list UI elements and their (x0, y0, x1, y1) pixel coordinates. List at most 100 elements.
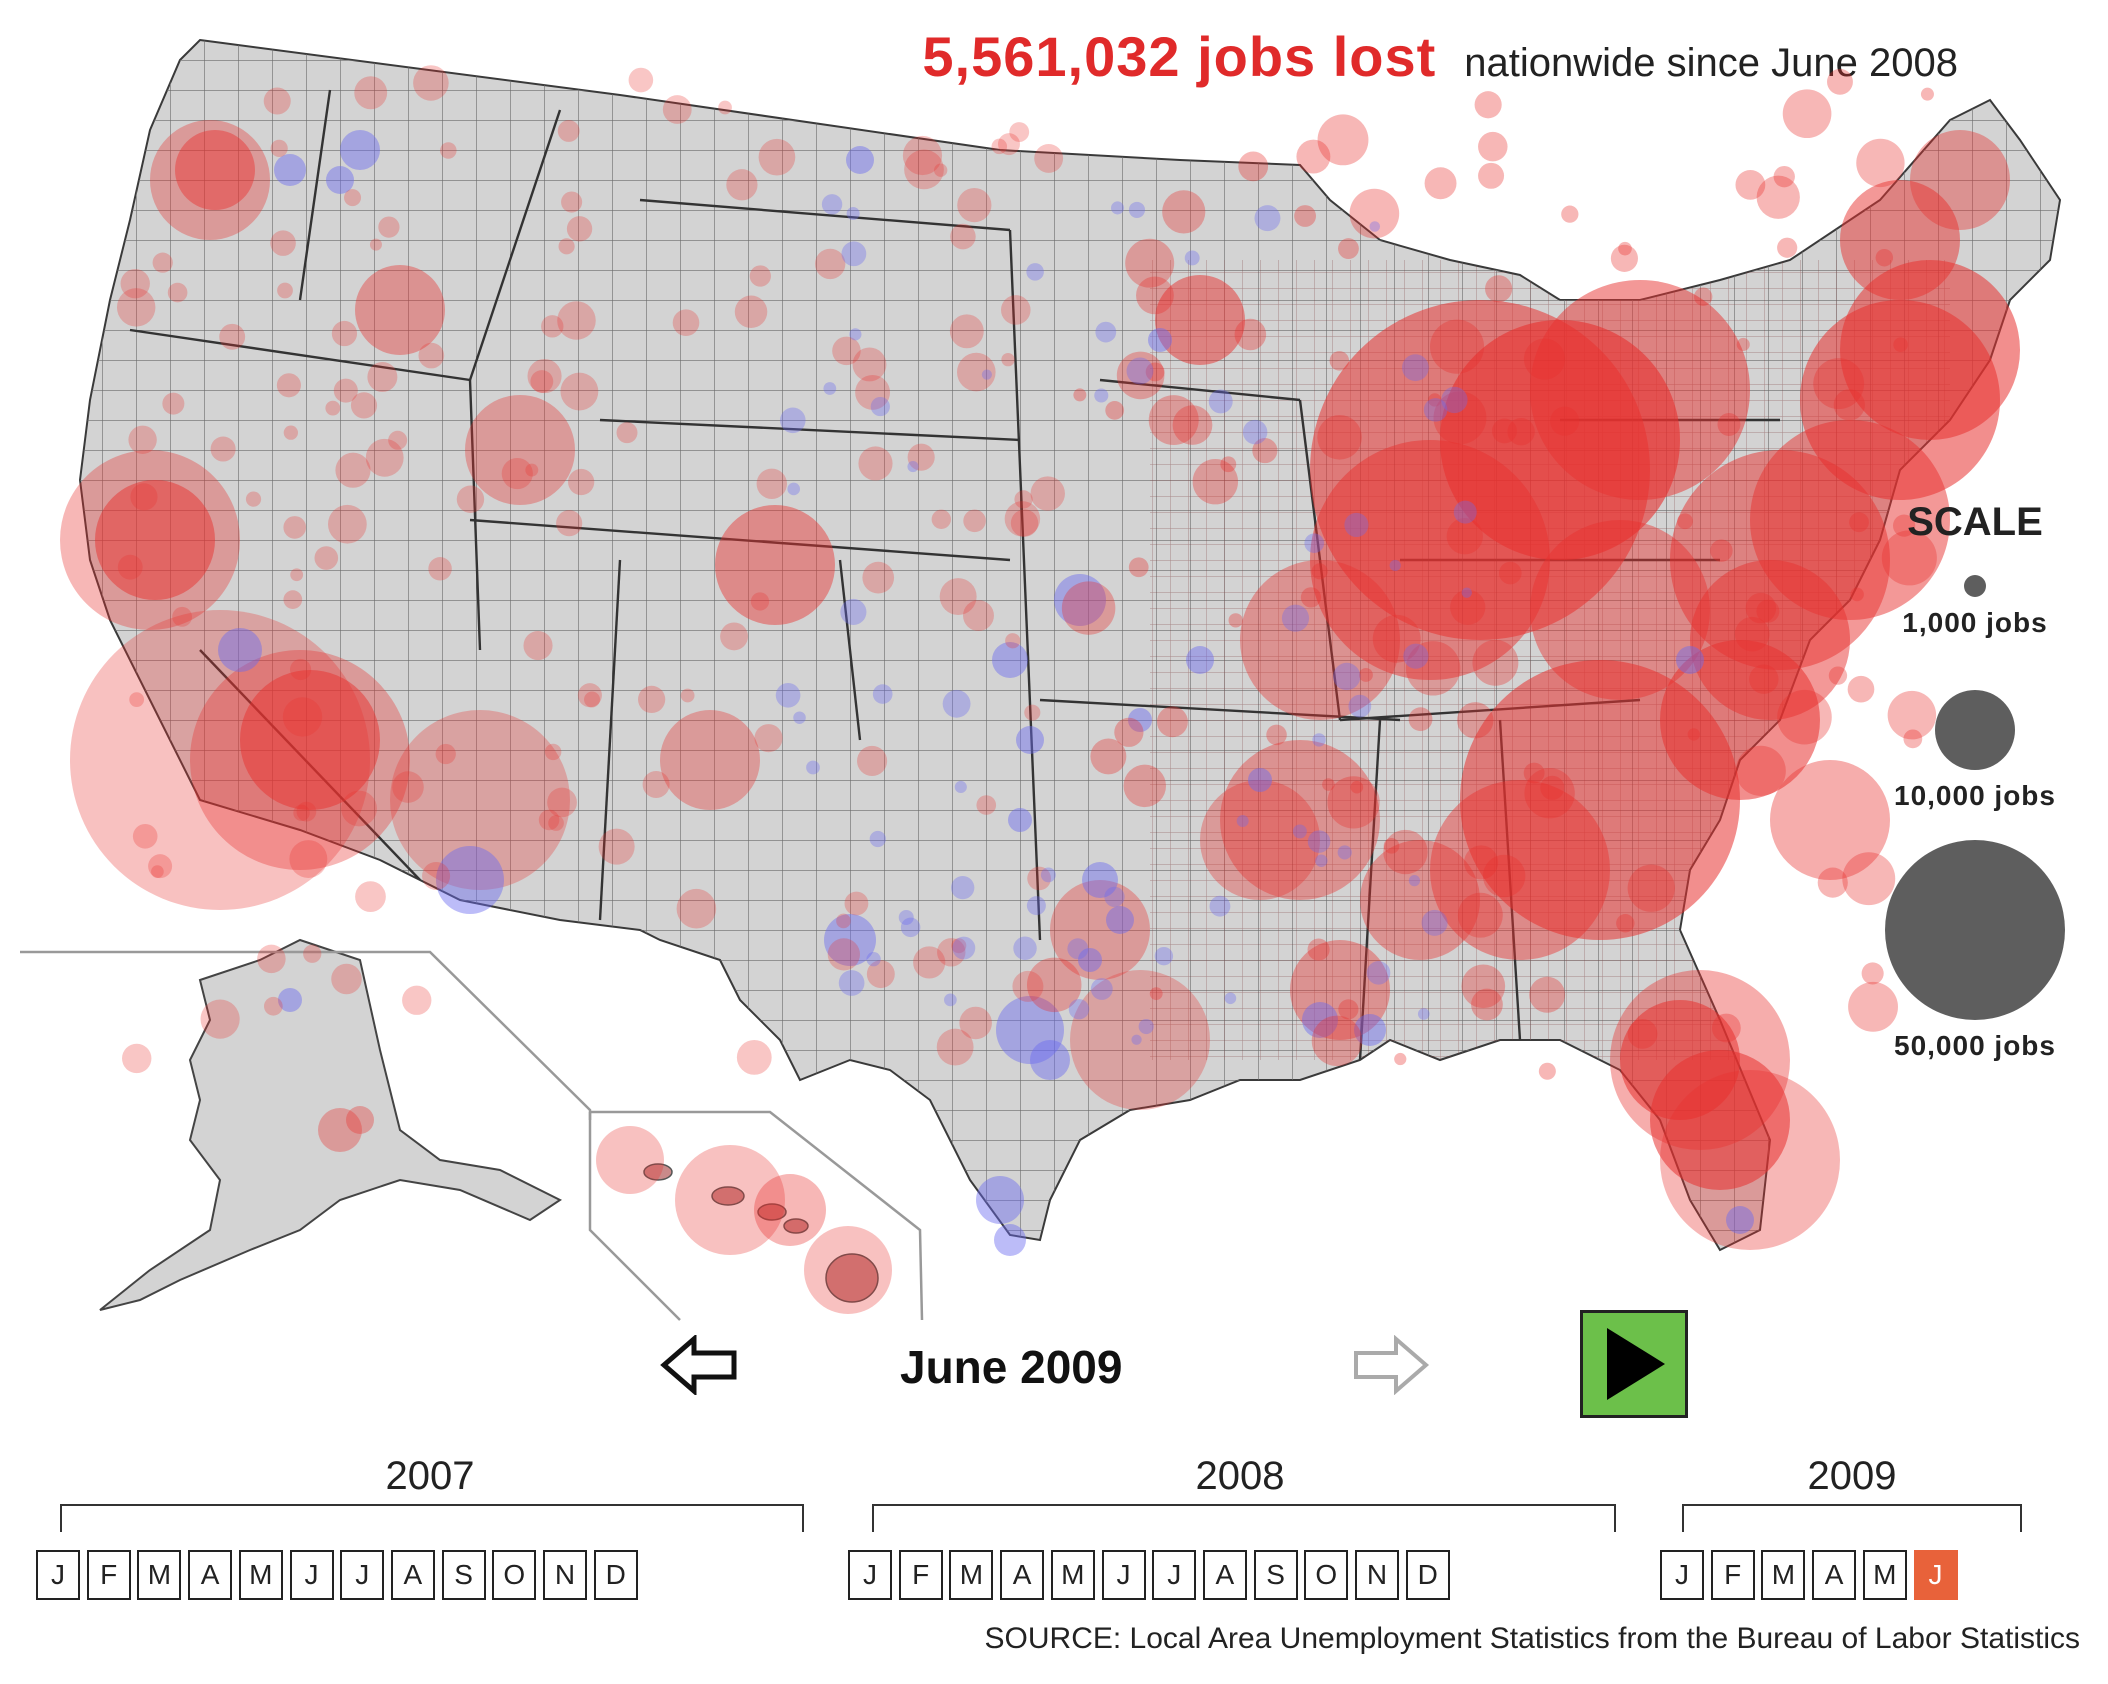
job-loss-bubble (331, 320, 358, 347)
job-gain-bubble (1030, 1040, 1070, 1080)
job-loss-bubble (1105, 401, 1125, 420)
job-loss-bubble (638, 685, 666, 714)
month-box-2007-9[interactable]: S (441, 1550, 486, 1600)
job-loss-bubble (1136, 276, 1174, 315)
job-loss-bubble (1920, 87, 1934, 101)
job-gain-bubble (821, 194, 843, 215)
month-box-2007-7[interactable]: J (340, 1550, 385, 1600)
job-loss-bubble (1474, 91, 1502, 119)
job-loss-bubble (1540, 775, 1565, 800)
job-loss-bubble (428, 557, 452, 581)
job-loss-bubble (750, 592, 770, 611)
job-loss-bubble (1005, 633, 1021, 649)
job-loss-bubble (303, 944, 322, 963)
job-gain-bubble (1354, 1014, 1386, 1046)
job-loss-bubble (210, 436, 236, 462)
job-gain-bubble (278, 988, 302, 1012)
job-loss-bubble (283, 590, 303, 609)
month-box-2008-7[interactable]: J (1152, 1550, 1197, 1600)
month-box-2008-9[interactable]: S (1253, 1550, 1298, 1600)
job-loss-bubble (1693, 287, 1713, 306)
month-box-2007-6[interactable]: J (289, 1550, 334, 1600)
job-gain-bubble (1067, 938, 1089, 960)
month-box-2008-4[interactable]: A (1000, 1550, 1045, 1600)
job-gain-bubble (1126, 357, 1154, 385)
month-box-2007-2[interactable]: F (86, 1550, 131, 1600)
job-loss-bubble (1322, 778, 1335, 791)
month-box-2008-3[interactable]: M (949, 1550, 994, 1600)
next-month-button[interactable] (1350, 1334, 1430, 1396)
job-gain-bubble (1423, 398, 1448, 422)
job-loss-bubble (907, 443, 935, 471)
job-loss-bubble (1627, 864, 1675, 912)
job-loss-bubble (754, 1174, 826, 1246)
month-box-2009-6[interactable]: J (1913, 1550, 1958, 1600)
month-box-2007-11[interactable]: N (543, 1550, 587, 1600)
job-loss-bubble (616, 422, 638, 444)
job-loss-bubble (527, 358, 562, 394)
month-box-2007-3[interactable]: M (137, 1550, 182, 1600)
job-loss-bubble (456, 485, 485, 513)
month-box-2007-4[interactable]: A (188, 1550, 233, 1600)
month-box-2009-1[interactable]: J (1660, 1550, 1704, 1600)
job-loss-bubble (939, 578, 977, 616)
job-loss-bubble (175, 130, 255, 210)
job-loss-bubble (245, 491, 262, 507)
month-box-2009-2[interactable]: F (1710, 1550, 1755, 1600)
month-box-2008-2[interactable]: F (898, 1550, 943, 1600)
job-loss-bubble (501, 457, 533, 490)
month-box-2007-10[interactable]: O (492, 1550, 537, 1600)
job-loss-bubble (1394, 1052, 1407, 1066)
job-loss-bubble (736, 1039, 772, 1075)
job-loss-bubble (200, 999, 240, 1039)
job-loss-bubble (1252, 438, 1278, 464)
job-loss-bubble (1149, 987, 1163, 1001)
job-loss-bubble (1238, 151, 1269, 182)
job-loss-bubble (296, 801, 317, 822)
job-loss-bubble (1172, 405, 1213, 445)
month-box-2008-5[interactable]: M (1050, 1550, 1095, 1600)
alaska-land (99, 938, 562, 1311)
job-loss-bubble (422, 861, 451, 890)
month-box-2008-12[interactable]: D (1405, 1550, 1450, 1600)
source-note: SOURCE: Local Area Unemployment Statisti… (984, 1622, 2080, 1655)
month-box-2007-1[interactable]: J (36, 1550, 80, 1600)
job-gain-bubble (846, 146, 874, 174)
job-gain-bubble (840, 598, 867, 626)
month-box-2009-3[interactable]: M (1761, 1550, 1806, 1600)
job-gain-bubble (1348, 694, 1372, 718)
job-loss-bubble (718, 100, 732, 115)
job-gain-bubble (942, 689, 971, 718)
month-box-2008-6[interactable]: J (1101, 1550, 1146, 1600)
job-loss-bubble (95, 480, 215, 600)
previous-month-button[interactable] (660, 1333, 740, 1397)
job-gain-bubble (1402, 354, 1429, 382)
month-box-2007-8[interactable]: A (390, 1550, 435, 1600)
play-button[interactable] (1580, 1310, 1688, 1418)
job-loss-bubble (1327, 776, 1380, 829)
job-gain-bubble (838, 970, 865, 996)
job-loss-bubble (327, 504, 367, 544)
month-box-2008-10[interactable]: O (1304, 1550, 1349, 1600)
job-loss-bubble (1827, 68, 1853, 95)
job-loss-bubble (1627, 1019, 1658, 1049)
headline-subtitle: nationwide since June 2008 (1464, 41, 1958, 85)
job-loss-bubble (162, 392, 185, 415)
job-loss-bubble (1524, 768, 1575, 819)
job-loss-bubble (1903, 729, 1923, 749)
month-box-2009-4[interactable]: A (1812, 1550, 1857, 1600)
job-loss-bubble (827, 938, 861, 971)
job-loss-bubble (1875, 248, 1894, 267)
month-box-2008-8[interactable]: A (1202, 1550, 1247, 1600)
job-loss-bubble (963, 509, 986, 533)
month-box-2007-12[interactable]: D (593, 1550, 638, 1600)
job-loss-bubble (1677, 513, 1693, 530)
month-box-2008-1[interactable]: J (848, 1550, 892, 1600)
job-gain-bubble (898, 909, 914, 926)
job-loss-bubble (1492, 418, 1517, 444)
job-loss-bubble (933, 163, 948, 177)
month-box-2007-5[interactable]: M (238, 1550, 283, 1600)
job-loss-bubble (355, 881, 386, 912)
month-box-2009-5[interactable]: M (1862, 1550, 1907, 1600)
month-box-2008-11[interactable]: N (1355, 1550, 1399, 1600)
